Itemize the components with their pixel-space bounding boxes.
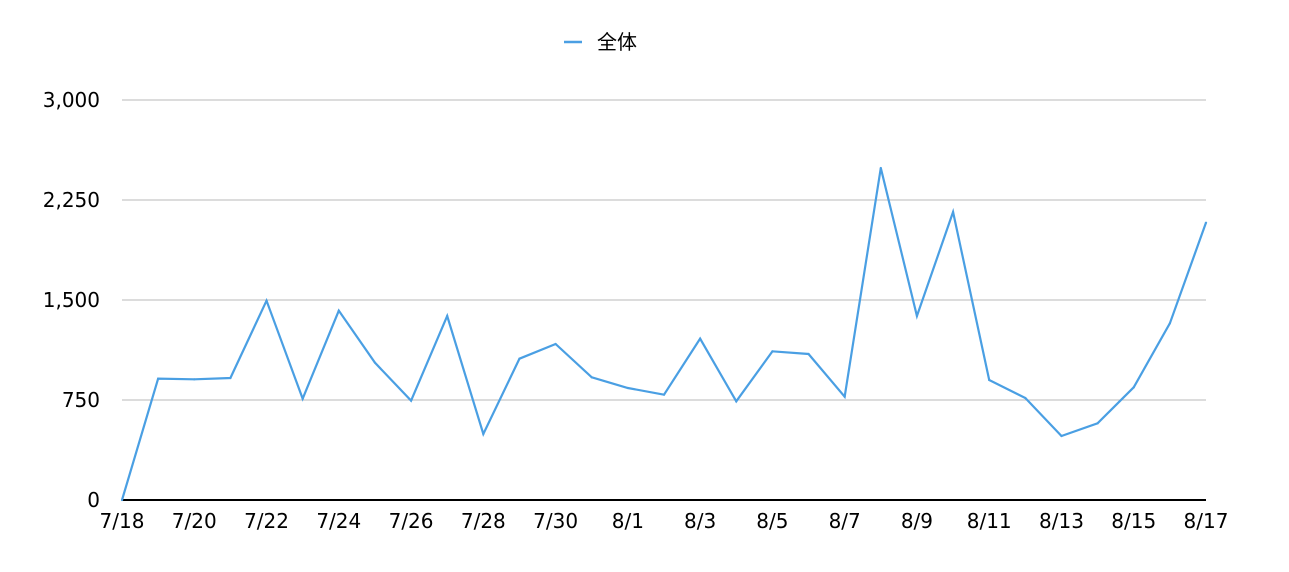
data-point bbox=[301, 397, 304, 400]
data-point bbox=[807, 352, 810, 356]
x-tick-label: 8/3 bbox=[684, 509, 716, 533]
data-point bbox=[446, 314, 449, 318]
data-point bbox=[590, 376, 593, 379]
data-point bbox=[1132, 386, 1135, 389]
data-point bbox=[662, 393, 666, 396]
data-point bbox=[1204, 221, 1208, 224]
data-point bbox=[771, 350, 774, 353]
data-point bbox=[1024, 396, 1027, 400]
x-tick-label: 7/28 bbox=[461, 509, 506, 533]
x-tick-label: 8/11 bbox=[967, 509, 1012, 533]
y-tick-label: 750 bbox=[62, 388, 100, 412]
x-tick-label: 8/17 bbox=[1184, 509, 1229, 533]
data-point bbox=[1096, 422, 1099, 425]
data-point bbox=[699, 337, 702, 340]
series-layer bbox=[120, 166, 1208, 502]
y-tick-label: 1,500 bbox=[43, 288, 100, 312]
y-axis-tick-labels: 0 750 1,500 2,250 3,000 bbox=[43, 88, 100, 512]
x-tick-label: 7/30 bbox=[533, 509, 578, 533]
grid-lines bbox=[122, 99, 1206, 501]
data-point bbox=[879, 166, 882, 170]
x-tick-label: 8/7 bbox=[829, 509, 861, 533]
data-point bbox=[157, 377, 160, 380]
x-tick-label: 8/5 bbox=[756, 509, 788, 533]
x-tick-label: 7/20 bbox=[172, 509, 217, 533]
data-point bbox=[1168, 322, 1171, 325]
data-point bbox=[843, 395, 846, 398]
data-point bbox=[337, 309, 340, 312]
x-tick-label: 7/18 bbox=[100, 509, 145, 533]
data-point bbox=[265, 299, 268, 302]
data-point bbox=[951, 210, 955, 214]
data-point bbox=[554, 342, 557, 346]
data-point bbox=[988, 378, 991, 382]
data-point bbox=[518, 357, 521, 360]
data-point bbox=[735, 400, 738, 403]
data-point bbox=[229, 376, 232, 380]
data-point bbox=[915, 314, 919, 318]
x-tick-label: 8/15 bbox=[1111, 509, 1156, 533]
x-tick-label: 7/22 bbox=[244, 509, 289, 533]
data-point bbox=[1060, 434, 1063, 438]
data-point bbox=[482, 432, 485, 436]
x-tick-label: 7/26 bbox=[389, 509, 434, 533]
legend: 全体 bbox=[564, 30, 637, 54]
x-tick-label: 8/9 bbox=[901, 509, 933, 533]
y-tick-label: 0 bbox=[87, 488, 100, 512]
y-tick-label: 3,000 bbox=[43, 88, 100, 112]
y-tick-label: 2,250 bbox=[43, 188, 100, 212]
legend-label: 全体 bbox=[597, 30, 637, 54]
x-axis-tick-labels: 7/18 7/20 7/22 7/24 7/26 7/28 7/30 8/1 8/3 8/5 8/7… bbox=[100, 509, 1229, 533]
series-line bbox=[120, 167, 1208, 501]
data-point bbox=[120, 498, 124, 502]
data-point bbox=[373, 361, 377, 364]
data-point bbox=[626, 386, 629, 390]
x-tick-label: 7/24 bbox=[316, 509, 361, 533]
data-point bbox=[409, 399, 413, 402]
x-tick-label: 8/13 bbox=[1039, 509, 1084, 533]
data-point bbox=[193, 378, 196, 381]
x-tick-label: 8/1 bbox=[612, 509, 644, 533]
